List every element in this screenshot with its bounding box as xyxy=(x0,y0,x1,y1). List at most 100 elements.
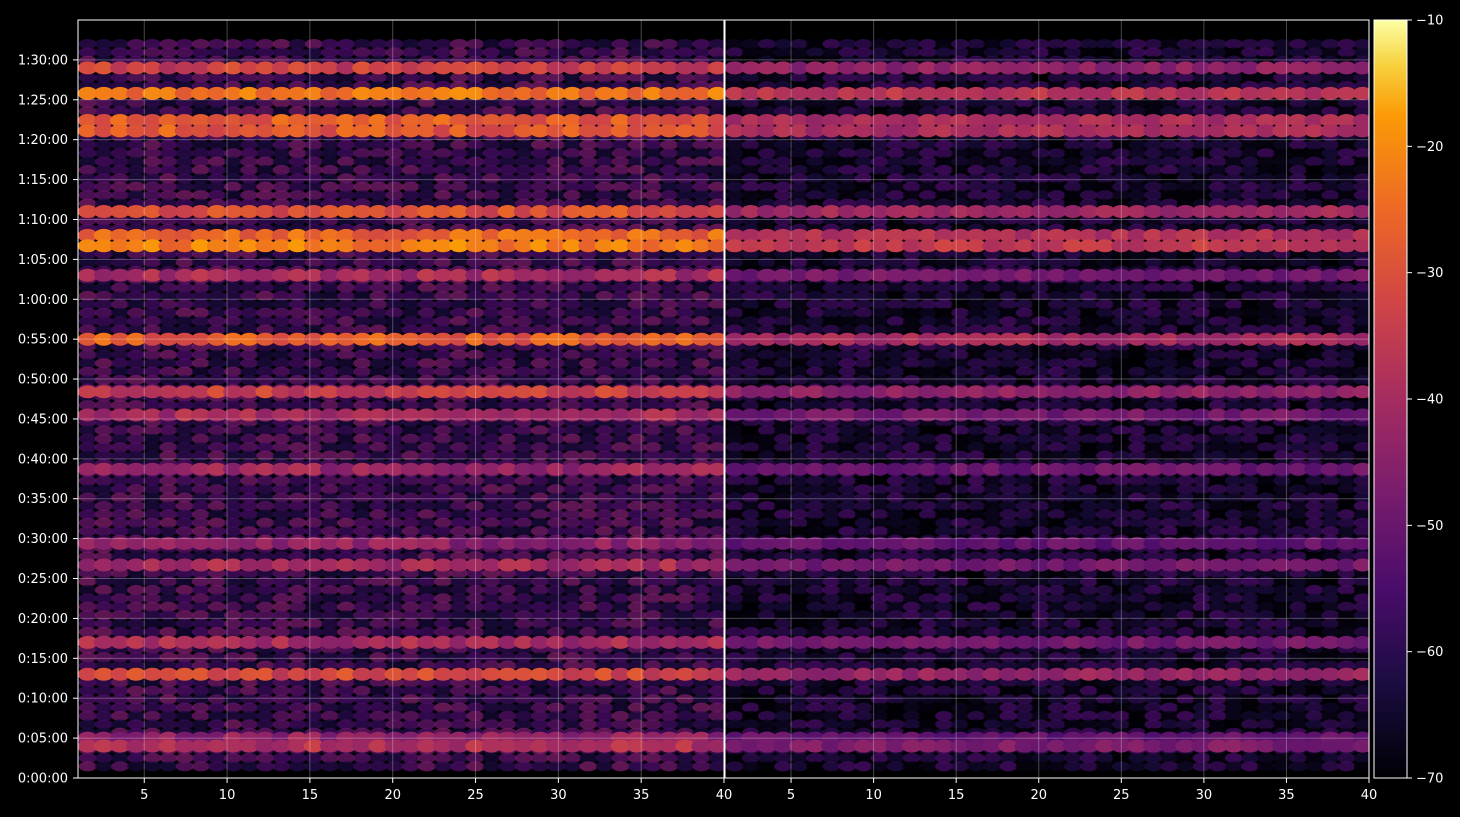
heatmap-cell xyxy=(337,257,355,268)
heatmap-cell xyxy=(707,536,724,550)
heatmap-cell xyxy=(174,124,195,138)
heatmap-cell xyxy=(822,165,841,175)
heatmap-cell xyxy=(675,635,696,649)
heatmap-cell xyxy=(626,385,647,399)
heatmap-cell xyxy=(240,349,259,360)
heatmap-cell xyxy=(627,282,646,293)
heatmap-cell xyxy=(143,694,162,705)
heatmap-cell xyxy=(94,492,113,503)
heatmap-cell xyxy=(434,173,452,184)
heatmap-cell xyxy=(983,47,1002,58)
heatmap-cell xyxy=(110,739,130,753)
heatmap-cell xyxy=(240,753,259,763)
heatmap-cell xyxy=(159,509,178,520)
heatmap-cell xyxy=(1047,97,1066,108)
heatmap-cell xyxy=(400,667,421,681)
heatmap-cell xyxy=(482,711,501,721)
heatmap-cell xyxy=(191,475,210,486)
heatmap-cell xyxy=(531,375,549,385)
heatmap-cell xyxy=(450,593,468,604)
heatmap-cell xyxy=(708,375,724,385)
heatmap-cell xyxy=(159,475,178,486)
heatmap-cell xyxy=(1337,106,1356,117)
heatmap-cell xyxy=(93,739,114,753)
heatmap-cell xyxy=(1047,72,1066,83)
heatmap-cell xyxy=(256,685,275,696)
heatmap-cell xyxy=(1112,181,1130,192)
heatmap-cell xyxy=(450,610,468,621)
heatmap-cell xyxy=(401,165,420,175)
heatmap-cell xyxy=(159,685,178,696)
heatmap-cell xyxy=(1305,47,1324,58)
heatmap-cell xyxy=(304,375,323,385)
heatmap-cell xyxy=(498,433,517,444)
heatmap-cell xyxy=(143,753,162,763)
heatmap-cell xyxy=(240,576,259,587)
heatmap-cell xyxy=(514,97,533,108)
heatmap-cell xyxy=(94,299,113,310)
heatmap-cell xyxy=(579,450,598,461)
heatmap-cell xyxy=(644,400,662,411)
heatmap-cell xyxy=(288,375,307,385)
heatmap-cell xyxy=(806,39,825,49)
heatmap-cell xyxy=(321,501,339,511)
heatmap-cell xyxy=(806,190,825,201)
heatmap-cell xyxy=(579,400,598,411)
heatmap-cell xyxy=(401,139,420,150)
heatmap-cell xyxy=(288,492,307,503)
heatmap-cell xyxy=(707,228,724,242)
heatmap-cell xyxy=(337,72,355,83)
heatmap-cell xyxy=(401,190,420,201)
heatmap-cell xyxy=(127,618,145,629)
heatmap-cell xyxy=(208,291,226,301)
heatmap-cell xyxy=(450,450,468,461)
heatmap-cell xyxy=(595,39,614,49)
heatmap-cell xyxy=(627,618,646,629)
heatmap-cell xyxy=(514,425,533,436)
heatmap-cell xyxy=(143,593,162,604)
heatmap-cell xyxy=(256,72,275,83)
heatmap-cell xyxy=(513,558,534,572)
heatmap-cell xyxy=(321,652,339,663)
heatmap-cell xyxy=(1305,156,1324,167)
heatmap-cell xyxy=(159,97,178,108)
heatmap-cell xyxy=(337,593,355,604)
heatmap-cell xyxy=(369,492,388,503)
heatmap-cell xyxy=(368,739,389,753)
heatmap-cell xyxy=(482,685,501,696)
heatmap-cell xyxy=(465,114,486,127)
heatmap-cell xyxy=(369,215,388,226)
heatmap-cell xyxy=(692,106,711,117)
heatmap-cell xyxy=(352,86,373,100)
heatmap-cell xyxy=(78,702,97,713)
heatmap-cell xyxy=(224,442,242,453)
heatmap-cell xyxy=(547,618,565,629)
heatmap-cell xyxy=(240,610,259,621)
heatmap-cell xyxy=(806,97,825,108)
heatmap-cell xyxy=(401,551,420,562)
heatmap-cell xyxy=(143,526,162,537)
heatmap-cell xyxy=(384,558,405,572)
heatmap-cell xyxy=(482,719,501,730)
heatmap-cell xyxy=(159,526,178,537)
heatmap-cell xyxy=(578,205,599,218)
heatmap-cell xyxy=(870,39,889,49)
heatmap-cell xyxy=(466,433,485,444)
heatmap-cell xyxy=(78,739,98,753)
heatmap-cell xyxy=(1128,190,1147,201)
heatmap-cell xyxy=(385,72,404,83)
heatmap-cell xyxy=(482,316,501,327)
heatmap-cell xyxy=(449,558,470,572)
heatmap-cell xyxy=(644,585,662,595)
heatmap-cell xyxy=(191,618,210,629)
heatmap-cell xyxy=(174,268,195,282)
heatmap-cell xyxy=(627,148,646,159)
heatmap-cell xyxy=(224,618,242,629)
heatmap-cell xyxy=(611,442,630,453)
heatmap-cell xyxy=(206,86,227,100)
heatmap-cell xyxy=(208,190,226,201)
heatmap-cell xyxy=(983,97,1002,108)
heatmap-cell xyxy=(595,366,614,377)
heatmap-cell xyxy=(1321,156,1340,167)
heatmap-cell xyxy=(482,72,501,83)
